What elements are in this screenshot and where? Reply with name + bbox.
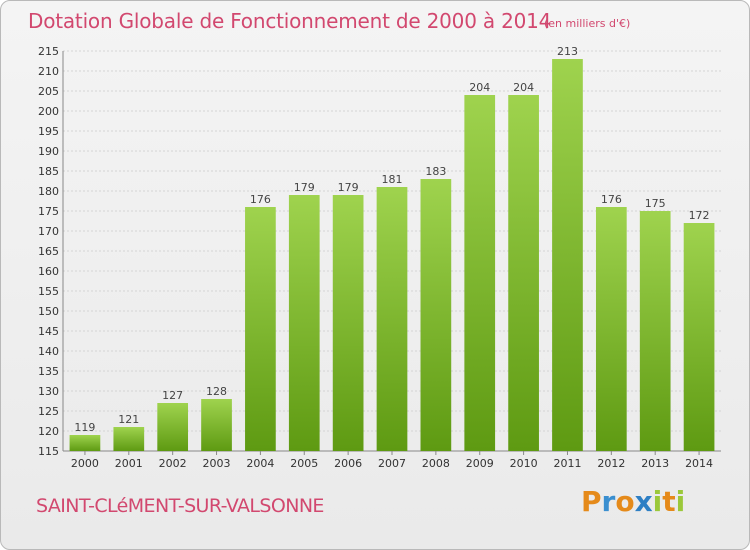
y-tick-label: 205 bbox=[38, 85, 59, 98]
logo-letter: t bbox=[662, 485, 676, 518]
data-label-2011: 213 bbox=[557, 45, 578, 58]
y-tick-label: 120 bbox=[38, 425, 59, 438]
data-label-2010: 204 bbox=[513, 81, 534, 94]
chart-unit: (en milliers d'€) bbox=[544, 17, 631, 30]
bar-2005 bbox=[288, 195, 320, 451]
x-tick-label-2011: 2011 bbox=[553, 457, 581, 470]
y-tick-label: 185 bbox=[38, 165, 59, 178]
y-tick-label: 130 bbox=[38, 385, 59, 398]
y-tick-label: 170 bbox=[38, 225, 59, 238]
x-tick-label-2014: 2014 bbox=[685, 457, 713, 470]
logo-letter: P bbox=[581, 485, 602, 518]
bar-2000 bbox=[69, 435, 101, 451]
data-label-2001: 121 bbox=[118, 413, 139, 426]
y-tick-label: 195 bbox=[38, 125, 59, 138]
y-tick-label: 180 bbox=[38, 185, 59, 198]
chart-title: Dotation Globale de Fonctionnement de 20… bbox=[28, 9, 552, 33]
data-label-2012: 176 bbox=[601, 193, 622, 206]
data-label-2000: 119 bbox=[74, 421, 95, 434]
y-tick-label: 140 bbox=[38, 345, 59, 358]
x-tick-label-2002: 2002 bbox=[159, 457, 187, 470]
data-label-2004: 176 bbox=[250, 193, 271, 206]
y-tick-label: 190 bbox=[38, 145, 59, 158]
logo-letter: x bbox=[634, 485, 653, 518]
y-tick-label: 115 bbox=[38, 445, 59, 458]
data-label-2013: 175 bbox=[645, 197, 666, 210]
bar-2010 bbox=[508, 95, 539, 451]
x-tick-label-2008: 2008 bbox=[422, 457, 450, 470]
bar-2011 bbox=[552, 59, 583, 451]
bar-2013 bbox=[639, 211, 671, 451]
bar-2014 bbox=[683, 223, 715, 451]
x-tick-label-2005: 2005 bbox=[290, 457, 318, 470]
x-tick-label-2013: 2013 bbox=[641, 457, 669, 470]
bar-2001 bbox=[113, 427, 145, 451]
y-tick-label: 145 bbox=[38, 325, 59, 338]
y-tick-label: 150 bbox=[38, 305, 59, 318]
data-label-2002: 127 bbox=[162, 389, 183, 402]
commune-name: SAINT-CLéMENT-SUR-VALSONNE bbox=[36, 495, 324, 517]
y-tick-label: 165 bbox=[38, 245, 59, 258]
data-label-2007: 181 bbox=[382, 173, 403, 186]
y-tick-label: 135 bbox=[38, 365, 59, 378]
y-tick-label: 210 bbox=[38, 65, 59, 78]
data-label-2003: 128 bbox=[206, 385, 227, 398]
x-tick-label-2006: 2006 bbox=[334, 457, 362, 470]
y-tick-label: 155 bbox=[38, 285, 59, 298]
x-tick-label-2009: 2009 bbox=[466, 457, 494, 470]
x-tick-label-2004: 2004 bbox=[246, 457, 274, 470]
bar-2007 bbox=[376, 187, 408, 451]
x-tick-label-2000: 2000 bbox=[71, 457, 99, 470]
x-tick-label-2010: 2010 bbox=[510, 457, 538, 470]
logo-letter: i bbox=[675, 485, 686, 518]
x-tick-label-2012: 2012 bbox=[597, 457, 625, 470]
logo-letter: o bbox=[615, 485, 635, 518]
bar-2006 bbox=[332, 195, 364, 451]
bar-2003 bbox=[201, 399, 232, 451]
bar-2008 bbox=[420, 179, 452, 451]
proxiti-logo: Proxiti bbox=[581, 485, 685, 518]
y-tick-label: 200 bbox=[38, 105, 59, 118]
y-tick-label: 215 bbox=[38, 45, 59, 58]
logo-letter: i bbox=[652, 485, 663, 518]
data-label-2009: 204 bbox=[469, 81, 490, 94]
x-tick-label-2007: 2007 bbox=[378, 457, 406, 470]
bar-2009 bbox=[464, 95, 496, 451]
y-tick-label: 125 bbox=[38, 405, 59, 418]
bar-2012 bbox=[595, 207, 627, 451]
x-tick-label-2003: 2003 bbox=[203, 457, 231, 470]
y-tick-label: 175 bbox=[38, 205, 59, 218]
data-label-2005: 179 bbox=[294, 181, 315, 194]
y-tick-label: 160 bbox=[38, 265, 59, 278]
data-label-2006: 179 bbox=[338, 181, 359, 194]
bar-2002 bbox=[157, 403, 189, 451]
data-label-2008: 183 bbox=[425, 165, 446, 178]
bar-2004 bbox=[245, 207, 276, 451]
logo-letter: r bbox=[601, 485, 616, 518]
x-tick-label-2001: 2001 bbox=[115, 457, 143, 470]
data-label-2014: 172 bbox=[689, 209, 710, 222]
